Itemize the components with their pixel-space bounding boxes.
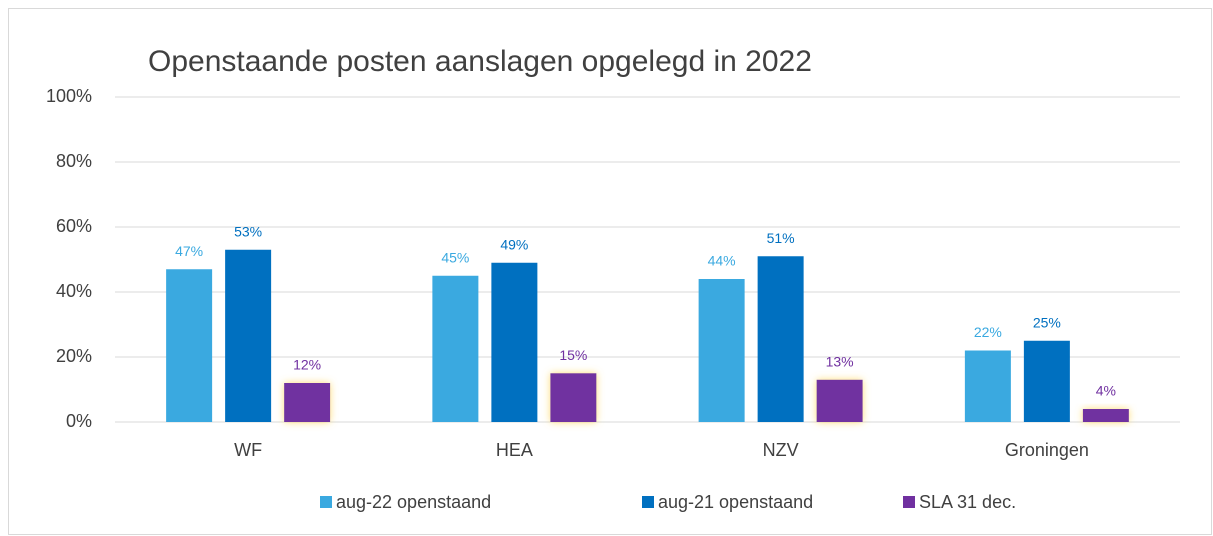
value-label: 44% (708, 253, 736, 269)
legend-swatch (320, 496, 332, 508)
value-label: 25% (1033, 314, 1061, 330)
legend-label: aug-21 openstaand (658, 492, 813, 512)
bar (757, 256, 804, 422)
legend-label: aug-22 openstaand (336, 492, 491, 512)
bar (964, 350, 1011, 422)
y-tick-label: 40% (56, 281, 92, 301)
value-label: 4% (1096, 383, 1116, 399)
value-label: 45% (441, 249, 469, 265)
value-label: 13% (826, 353, 854, 369)
value-label: 15% (559, 347, 587, 363)
bar (1023, 340, 1070, 422)
x-tick-label: HEA (496, 440, 533, 460)
bar (491, 262, 538, 422)
bar (284, 383, 331, 422)
bar (225, 249, 272, 422)
value-label: 49% (500, 236, 528, 252)
value-label: 47% (175, 243, 203, 259)
value-label: 51% (767, 230, 795, 246)
bar (432, 275, 479, 422)
x-tick-label: Groningen (1005, 440, 1089, 460)
x-tick-label: WF (234, 440, 262, 460)
chart-title: Openstaande posten aanslagen opgelegd in… (148, 45, 812, 78)
legend-swatch (642, 496, 654, 508)
value-label: 22% (974, 324, 1002, 340)
bar (816, 379, 863, 422)
value-label: 12% (293, 357, 321, 373)
x-tick-label: NZV (763, 440, 799, 460)
bar (698, 279, 745, 422)
bar (1082, 409, 1129, 422)
y-tick-label: 20% (56, 346, 92, 366)
legend-swatch (903, 496, 915, 508)
value-label: 53% (234, 223, 262, 239)
y-tick-label: 0% (66, 411, 92, 431)
y-tick-label: 100% (46, 86, 92, 106)
legend-label: SLA 31 dec. (919, 492, 1016, 512)
y-tick-label: 80% (56, 151, 92, 171)
bar (166, 269, 213, 422)
y-tick-label: 60% (56, 216, 92, 236)
bar (550, 373, 597, 422)
